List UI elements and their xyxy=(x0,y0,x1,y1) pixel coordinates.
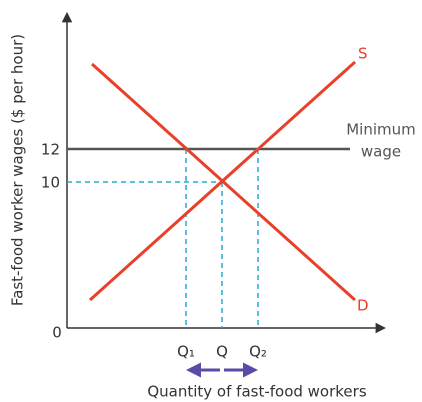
quantity-label: Q xyxy=(216,343,228,361)
y-tick-label: 10 xyxy=(41,174,60,192)
minimum-wage-label: wage xyxy=(361,143,401,161)
quantity-label: Q₁ xyxy=(177,343,195,361)
demand-curve xyxy=(90,62,357,302)
y-axis-label: Fast-food worker wages ($ per hour) xyxy=(9,34,27,306)
supply-label: S xyxy=(358,45,368,63)
y-tick-label: 12 xyxy=(41,141,60,159)
x-axis-label: Quantity of fast-food workers xyxy=(147,383,366,401)
quantity-label: Q₂ xyxy=(249,343,267,361)
minimum-wage-label: Minimum xyxy=(346,121,416,139)
origin-label: 0 xyxy=(52,324,62,342)
demand-label: D xyxy=(357,297,369,315)
